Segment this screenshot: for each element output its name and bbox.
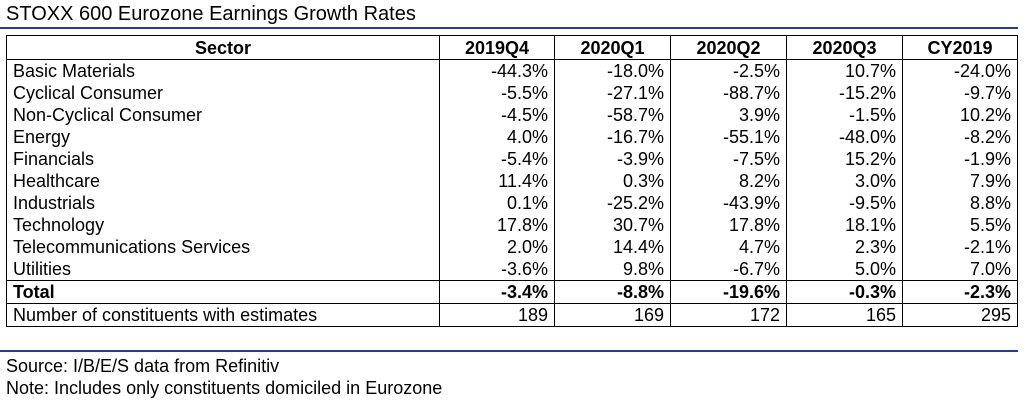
value-cell: -24.0% [902,59,1018,82]
table-row: Utilities -3.6% 9.8% -6.7% 5.0% 7.0% [6,258,1018,281]
header-2020q1: 2020Q1 [554,35,671,60]
value-cell: -2.3% [902,280,1018,304]
value-cell: 17.8% [439,214,555,236]
table-row: Telecommunications Services 2.0% 14.4% 4.7%… [6,236,1018,258]
value-cell: -55.1% [670,126,787,148]
table-row: Basic Materials -44.3% -18.0% -2.5% 10.7% -24… [6,59,1018,82]
value-cell: -8.2% [902,126,1018,148]
table-title: STOXX 600 Eurozone Earnings Growth Rates [6,3,416,25]
value-cell: -44.3% [439,59,555,82]
value-cell: 4.0% [439,126,555,148]
value-cell: -88.7% [670,82,787,104]
sector-cell: Telecommunications Services [6,236,440,258]
sector-cell: Cyclical Consumer [6,82,440,104]
value-cell: -48.0% [786,126,903,148]
value-cell: 169 [554,303,671,327]
footnotes: Source: I/B/E/S data from Refinitiv Note… [6,355,442,399]
value-cell: -16.7% [554,126,671,148]
table-header-row: Sector 2019Q4 2020Q1 2020Q2 2020Q3 CY201… [6,35,1018,60]
value-cell: 295 [902,303,1018,327]
table-row: Number of constituents with estimates 189… [6,303,1018,327]
table-row: Non-Cyclical Consumer -4.5% -58.7% 3.9% -1.5… [6,104,1018,126]
header-2019q4: 2019Q4 [439,35,555,60]
sector-cell: Utilities [6,258,440,281]
value-cell: 0.3% [554,170,671,192]
value-cell: 30.7% [554,214,671,236]
value-cell: -58.7% [554,104,671,126]
header-2020q3: 2020Q3 [786,35,903,60]
value-cell: -1.9% [902,148,1018,170]
value-cell: -18.0% [554,59,671,82]
value-cell: 15.2% [786,148,903,170]
value-cell: 3.9% [670,104,787,126]
table-row: Healthcare 11.4% 0.3% 8.2% 3.0% 7.9% [6,170,1018,192]
sector-cell: Industrials [6,192,440,214]
value-cell: 17.8% [670,214,787,236]
value-cell: -25.2% [554,192,671,214]
value-cell: 3.0% [786,170,903,192]
footer-rule [0,350,1018,352]
value-cell: -27.1% [554,82,671,104]
value-cell: 5.0% [786,258,903,281]
table-row: Cyclical Consumer -5.5% -27.1% -88.7% -15.2%… [6,82,1018,104]
header-cy2019: CY2019 [902,35,1018,60]
earnings-growth-table: Sector 2019Q4 2020Q1 2020Q2 2020Q3 CY201… [6,35,1018,327]
value-cell: -7.5% [670,148,787,170]
value-cell: 189 [439,303,555,327]
sector-cell: Financials [6,148,440,170]
value-cell: 7.9% [902,170,1018,192]
value-cell: 7.0% [902,258,1018,281]
value-cell: -4.5% [439,104,555,126]
value-cell: -3.6% [439,258,555,281]
value-cell: -15.2% [786,82,903,104]
table-row: Financials -5.4% -3.9% -7.5% 15.2% -1.9% [6,148,1018,170]
value-cell: -5.5% [439,82,555,104]
value-cell: 9.8% [554,258,671,281]
value-cell: -43.9% [670,192,787,214]
value-cell: -2.1% [902,236,1018,258]
header-sector: Sector [6,35,440,60]
value-cell: -8.8% [554,280,671,304]
table-row: Total -3.4% -8.8% -19.6% -0.3% -2.3% [6,280,1018,304]
value-cell: -3.9% [554,148,671,170]
value-cell: 8.8% [902,192,1018,214]
table-row: Energy 4.0% -16.7% -55.1% -48.0% -8.2% [6,126,1018,148]
title-rule [0,27,1018,29]
sector-cell: Non-Cyclical Consumer [6,104,440,126]
value-cell: 18.1% [786,214,903,236]
value-cell: -3.4% [439,280,555,304]
value-cell: -9.5% [786,192,903,214]
value-cell: 172 [670,303,787,327]
table-body: Basic Materials -44.3% -18.0% -2.5% 10.7% -24… [6,59,1018,327]
sector-cell: Basic Materials [6,59,440,82]
value-cell: -9.7% [902,82,1018,104]
value-cell: -2.5% [670,59,787,82]
source-note: Source: I/B/E/S data from Refinitiv [6,356,280,376]
sector-cell: Total [6,280,440,304]
domicile-note: Note: Includes only constituents domicil… [6,378,443,398]
value-cell: -5.4% [439,148,555,170]
value-cell: 165 [786,303,903,327]
value-cell: -6.7% [670,258,787,281]
value-cell: 11.4% [439,170,555,192]
value-cell: -1.5% [786,104,903,126]
table-row: Technology 17.8% 30.7% 17.8% 18.1% 5.5% [6,214,1018,236]
sector-cell: Technology [6,214,440,236]
value-cell: 14.4% [554,236,671,258]
value-cell: -19.6% [670,280,787,304]
table-row: Industrials 0.1% -25.2% -43.9% -9.5% 8.8% [6,192,1018,214]
value-cell: 2.3% [786,236,903,258]
value-cell: 10.7% [786,59,903,82]
value-cell: 8.2% [670,170,787,192]
sector-cell: Healthcare [6,170,440,192]
value-cell: 5.5% [902,214,1018,236]
value-cell: 0.1% [439,192,555,214]
value-cell: 2.0% [439,236,555,258]
header-2020q2: 2020Q2 [670,35,787,60]
value-cell: 4.7% [670,236,787,258]
value-cell: 10.2% [902,104,1018,126]
sector-cell: Number of constituents with estimates [6,303,440,327]
sector-cell: Energy [6,126,440,148]
value-cell: -0.3% [786,280,903,304]
